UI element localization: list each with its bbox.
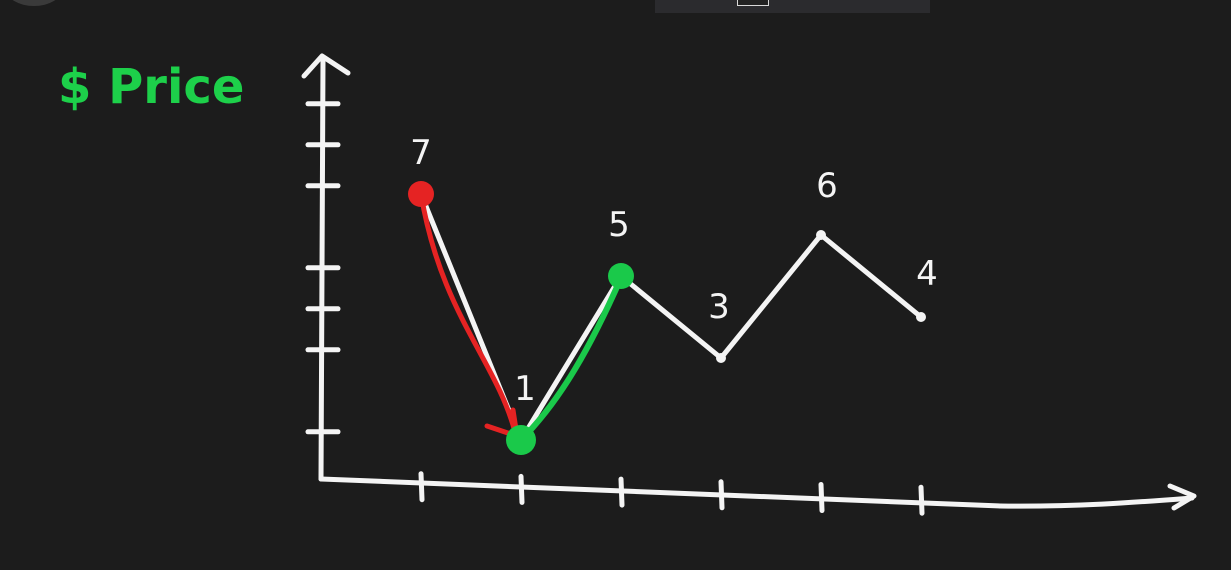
y-axis	[318, 57, 326, 482]
data-point	[716, 353, 726, 363]
value-label: 6	[816, 166, 838, 206]
x-tick	[718, 479, 725, 511]
series-line	[418, 191, 924, 443]
axis-group	[301, 53, 1197, 516]
data-point	[816, 230, 826, 240]
x-axis	[318, 476, 1195, 509]
x-axis-ticks	[418, 471, 925, 516]
x-tick	[518, 473, 525, 505]
y-axis-ticks	[305, 101, 341, 435]
x-tick	[918, 484, 925, 516]
value-label: 3	[708, 287, 730, 327]
y-axis-arrowhead	[301, 53, 351, 79]
value-label: 1	[514, 369, 536, 409]
sell-point	[408, 181, 434, 207]
x-tick	[818, 482, 825, 513]
data-point	[916, 312, 926, 322]
value-label: 4	[916, 254, 938, 294]
window-corner-shape	[6, 0, 62, 6]
target-point	[608, 263, 634, 289]
y-axis-label: $ Price	[58, 59, 244, 115]
buy-to-target-arrow	[518, 275, 624, 443]
x-tick	[618, 476, 625, 508]
price-series	[408, 181, 926, 455]
x-axis-arrowhead	[1167, 483, 1197, 511]
value-labels: 7 1 5 3 6 4	[410, 133, 938, 409]
value-label: 7	[410, 133, 432, 173]
sell-to-buy-arrow	[418, 191, 518, 435]
value-label: 5	[608, 205, 630, 245]
video-control-bar	[655, 0, 930, 13]
control-bar-button[interactable]	[737, 0, 769, 6]
x-tick	[418, 471, 425, 503]
buy-point	[506, 425, 536, 455]
